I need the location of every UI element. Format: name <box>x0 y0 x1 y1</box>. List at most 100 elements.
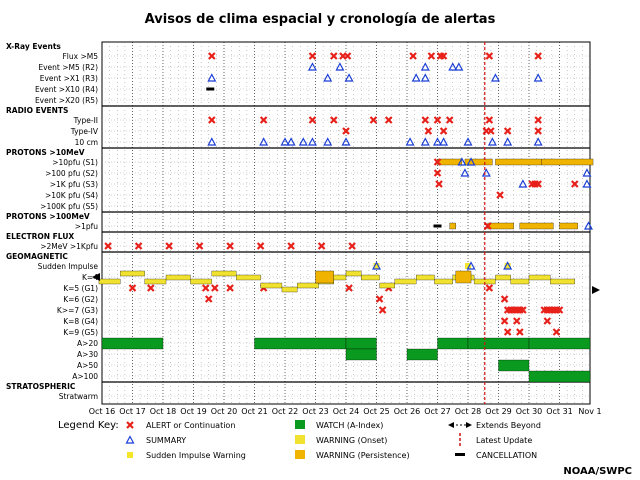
alert-mark <box>126 421 134 429</box>
x-tick-label: Nov 1 <box>578 407 601 416</box>
row-label: Flux >M5 <box>62 52 98 61</box>
alert-mark <box>427 52 436 60</box>
row-label: >100 pfu (S2) <box>45 169 98 178</box>
warning-onset-bar <box>550 278 575 285</box>
warning-onset-bar <box>333 274 347 281</box>
warning-onset-bar <box>394 278 417 285</box>
credit-label: NOAA/SWPC <box>563 466 632 477</box>
alert-mark <box>433 116 442 124</box>
alert-mark <box>445 116 454 124</box>
alert-mark <box>369 116 378 124</box>
alert-mark <box>534 52 542 60</box>
warning-onset-bar <box>165 274 191 281</box>
alert-mark <box>226 284 234 292</box>
row-label: Event >M5 (R2) <box>38 63 98 72</box>
summary-mark <box>490 73 500 82</box>
summary-mark <box>344 73 354 82</box>
warning-persistence-bar <box>559 222 578 230</box>
warning-persistence-bar <box>315 270 334 284</box>
legend-item-warning-persistence: WARNING (Persistence) <box>295 450 410 460</box>
cancellation-mark <box>206 87 215 91</box>
summary-mark <box>463 137 473 146</box>
row-label: K=5 (G1) <box>63 284 98 293</box>
warning-persistence-bar <box>449 222 456 230</box>
alert-mark <box>201 284 210 292</box>
warning-persistence-bar <box>495 158 542 166</box>
watch-bar <box>406 348 438 361</box>
alert-mark <box>134 242 143 250</box>
legend-item-label: SUMMARY <box>146 436 186 445</box>
summary-mark <box>286 137 296 146</box>
row-label: >10pfu (S1) <box>52 158 98 167</box>
alert-mark <box>500 295 509 303</box>
warning-persistence-bar <box>541 158 594 166</box>
section-label: PROTONS >100MeV <box>6 212 90 221</box>
alert-mark <box>342 127 350 135</box>
watch-bar <box>101 337 164 350</box>
row-label: Event >X10 (R4) <box>35 85 98 94</box>
legend-item-summary: SUMMARY <box>125 435 186 445</box>
row-label: >100K pfu (S5) <box>40 202 98 211</box>
alert-mark <box>485 116 494 124</box>
warning-persistence-bar <box>487 222 514 230</box>
alert-mark <box>439 52 448 60</box>
row-label: K=6 (G2) <box>63 295 98 304</box>
legend-item-label: WARNING (Persistence) <box>316 451 410 460</box>
row-label: K>=7 (G3) <box>57 306 98 315</box>
warning-onset-bar <box>120 270 145 277</box>
section-label: PROTONS >10MeV <box>6 148 85 157</box>
alert-mark <box>485 284 494 292</box>
legend-item-sudden-impulse-warning: Sudden Impulse Warning <box>127 451 246 460</box>
warning-persistence-bar <box>464 158 493 166</box>
alert-mark <box>259 116 268 124</box>
row-label: A>30 <box>77 350 98 359</box>
watch-bar <box>498 359 530 372</box>
alert-mark <box>195 242 204 250</box>
summary-mark <box>460 168 470 177</box>
alert-mark <box>204 295 213 303</box>
summary-mark <box>432 137 443 146</box>
summary-mark <box>207 73 217 82</box>
row-label: >1pfu <box>75 222 98 231</box>
summary-mark <box>487 137 497 146</box>
alert-mark <box>503 127 512 135</box>
legend-item-label: WARNING (Onset) <box>316 436 387 445</box>
section-label: RADIO EVENTS <box>6 106 68 115</box>
summary-mark <box>420 62 430 71</box>
row-label: Stratwarm <box>59 392 98 401</box>
section-label: GEOMAGNETIC <box>6 252 68 261</box>
row-label: Type-IV <box>70 127 99 136</box>
alert-mark <box>534 127 542 135</box>
warning-onset-bar <box>361 274 380 281</box>
alert-mark <box>308 52 317 60</box>
alert-mark <box>485 52 494 60</box>
alert-mark <box>433 169 442 177</box>
legend-item-label: WATCH (A-Index) <box>316 421 383 430</box>
summary-mark <box>481 168 491 177</box>
sudden-impulse-mark <box>127 452 133 458</box>
row-label: Type-II <box>73 116 98 125</box>
alert-mark <box>534 116 542 124</box>
summary-mark <box>466 157 476 166</box>
warning-onset-bar <box>211 270 237 277</box>
watch-bar <box>254 337 347 350</box>
alert-mark <box>433 158 442 166</box>
watch-bar <box>345 337 377 350</box>
legend-item-label: Extends Beyond <box>476 421 541 430</box>
sudden-impulse-mark <box>504 263 511 269</box>
warning-onset-bar <box>144 278 167 285</box>
watch-bar <box>345 348 377 361</box>
row-label: Event >X1 (R3) <box>40 74 98 83</box>
alert-mark <box>287 242 295 250</box>
x-tick-label: Oct 19 <box>180 407 207 416</box>
row-label: A>50 <box>77 361 98 370</box>
x-tick-label: Oct 25 <box>363 407 390 416</box>
summary-mark <box>307 62 317 71</box>
warning-onset-bar <box>345 270 362 277</box>
legend-item-extends-beyond: Extends Beyond <box>448 421 541 430</box>
row-label: K=4 <box>82 273 98 282</box>
alert-mark <box>519 306 527 314</box>
x-tick-label: Oct 30 <box>516 407 543 416</box>
warning-onset-bar <box>379 282 395 289</box>
alert-mark <box>208 116 216 124</box>
